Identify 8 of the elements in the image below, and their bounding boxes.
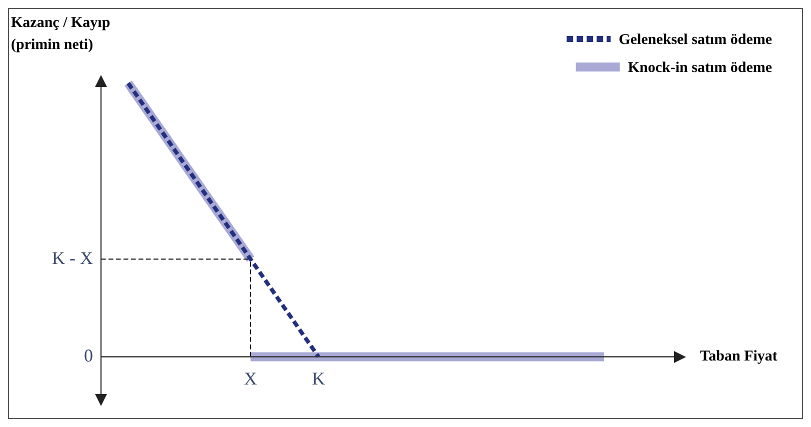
text: 0 (84, 345, 93, 366)
legend-label: Geleneksel satım ödeme (618, 32, 772, 48)
y-axis-title: Kazanç / Kayıp (primin neti) (11, 15, 110, 53)
x-tick-label: K (312, 368, 326, 388)
ref-line-label: K - X (52, 248, 93, 268)
x-tick-label: X (244, 368, 258, 388)
legend-label: Knock-in satım ödeme (628, 60, 772, 76)
x-axis-title: Taban Fiyat (700, 348, 778, 365)
